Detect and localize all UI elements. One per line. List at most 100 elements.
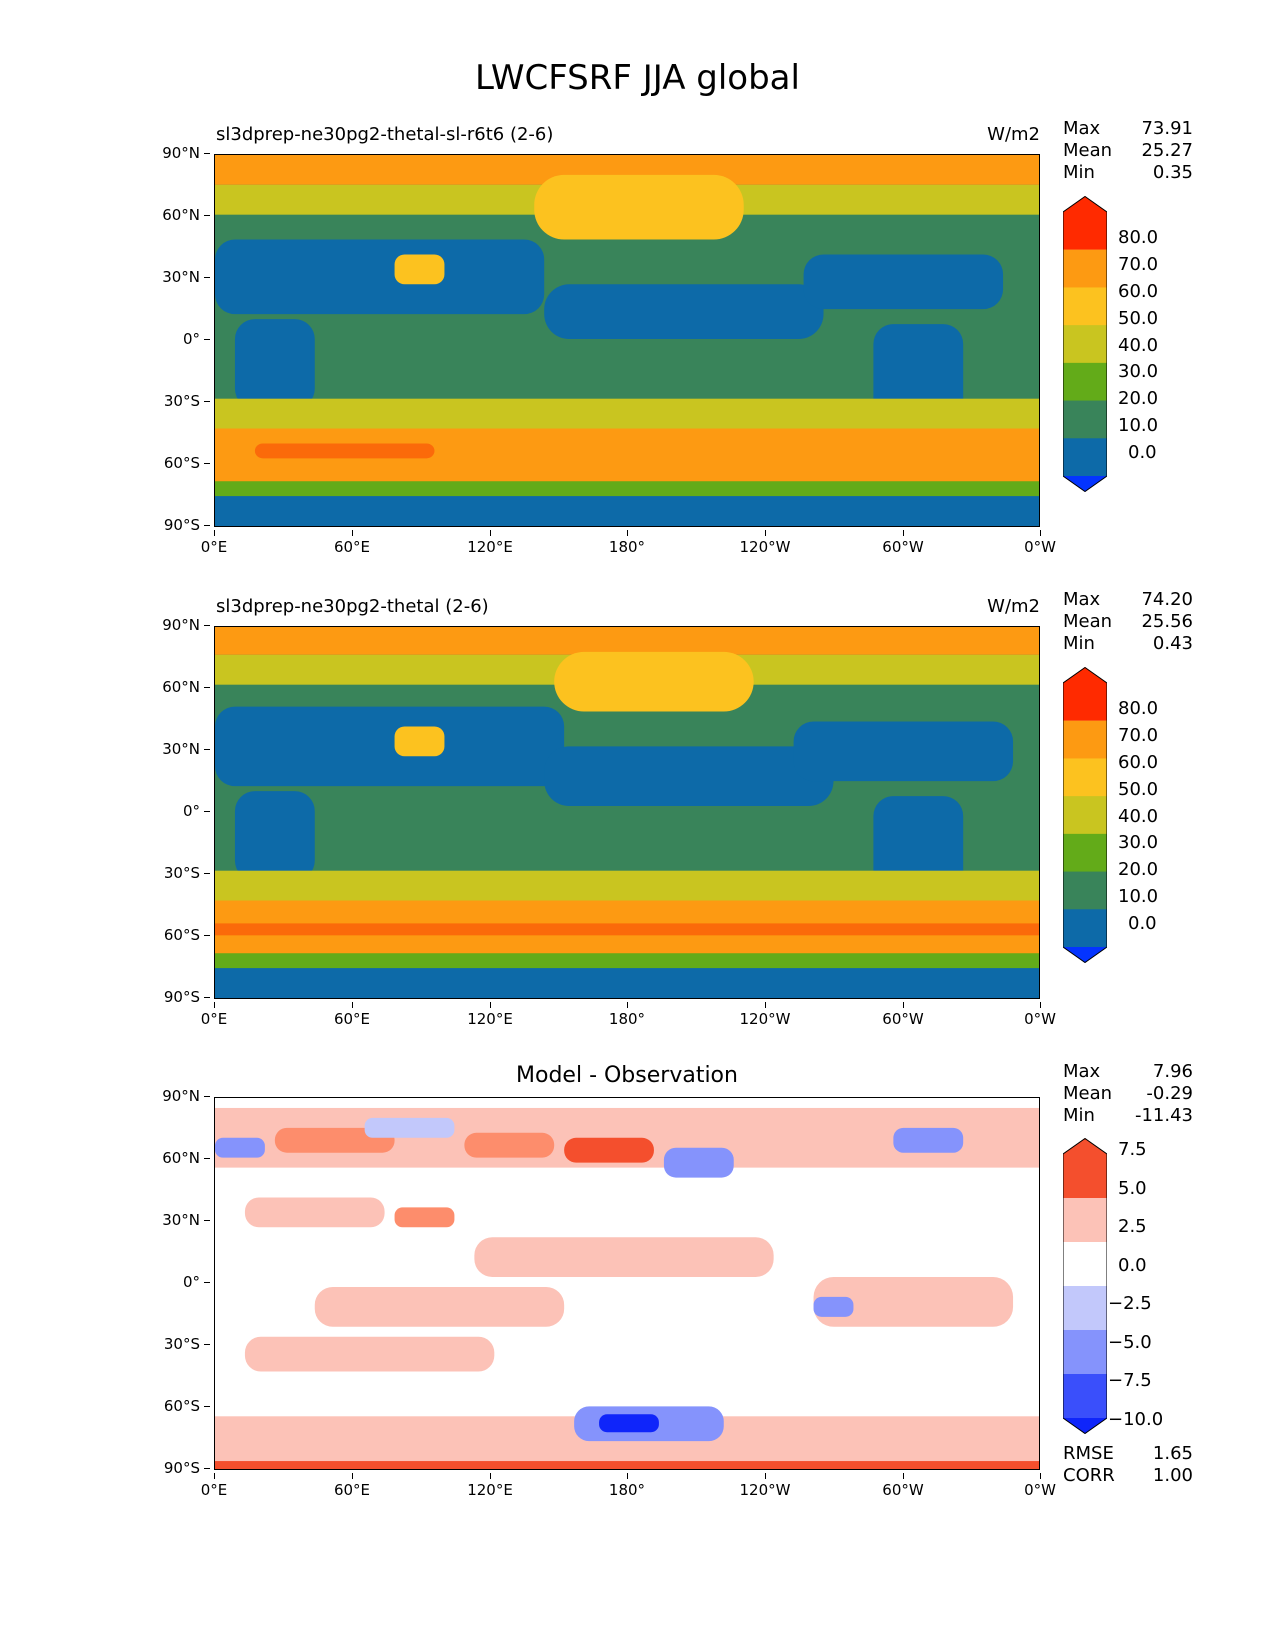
colorbar-label: 60.0 <box>1118 281 1159 302</box>
lon-tick: 120°E <box>455 1473 525 1499</box>
colorbar-extend-max <box>1063 1138 1107 1198</box>
stat-value: 25.27 <box>1141 140 1193 161</box>
colorbar-outline <box>1063 667 1107 963</box>
contour-map <box>214 154 1040 527</box>
colorbar-outline <box>1063 1138 1107 1434</box>
colorbar-segment <box>1063 909 1107 948</box>
lon-tick: 0°W <box>1005 1473 1075 1499</box>
stat-label: Mean <box>1063 140 1113 161</box>
colorbar-label: 70.0 <box>1118 254 1159 275</box>
lat-tick: 30°S <box>140 1335 210 1353</box>
stats-box: Max 74.20 Mean 25.56 Min 0.43 <box>1063 589 1193 655</box>
colorbar-segment <box>1063 871 1107 910</box>
extra-stats-box: RMSE 1.65 CORR 1.00 <box>1063 1443 1193 1487</box>
lat-tick: 90°N <box>140 144 210 162</box>
lon-tick: 180° <box>592 1002 662 1028</box>
stat-value: 25.56 <box>1141 611 1193 632</box>
lat-tick: 0° <box>140 1273 210 1291</box>
lat-tick: 30°S <box>140 864 210 882</box>
lat-tick: 90°N <box>140 616 210 634</box>
colorbar-label: 0.0 <box>1128 913 1157 934</box>
lon-tick: 0°E <box>179 530 249 556</box>
colorbar-extend-min <box>1063 947 1107 963</box>
colorbar-extend-max <box>1063 196 1107 250</box>
colorbar-extend-min <box>1063 476 1107 492</box>
colorbar-label: −5.0 <box>1108 1332 1152 1353</box>
lat-tick: 60°S <box>140 926 210 944</box>
lat-tick: 30°N <box>140 1211 210 1229</box>
colorbar-label: −2.5 <box>1108 1293 1152 1314</box>
colorbar-label: 7.5 <box>1118 1139 1147 1160</box>
stat-value: 0.43 <box>1152 633 1193 654</box>
colorbar-extend-min <box>1063 1418 1107 1434</box>
colorbar-label: 0.0 <box>1128 442 1157 463</box>
stat-value: 73.91 <box>1141 118 1193 139</box>
colorbar-label: 20.0 <box>1118 388 1159 409</box>
lon-tick: 180° <box>592 1473 662 1499</box>
colorbar-label: 2.5 <box>1118 1216 1147 1237</box>
lat-tick: 30°N <box>140 740 210 758</box>
stat-value: -0.29 <box>1146 1083 1193 1104</box>
colorbar-svg <box>1063 196 1107 492</box>
lon-tick: 120°E <box>455 530 525 556</box>
colorbar-label: 50.0 <box>1118 779 1159 800</box>
colorbar-segment <box>1063 249 1107 288</box>
lon-tick: 0°W <box>1005 530 1075 556</box>
lon-tick: 0°W <box>1005 1002 1075 1028</box>
colorbar-segment <box>1063 438 1107 477</box>
lat-tick: 60°N <box>140 1149 210 1167</box>
colorbar-label: 10.0 <box>1118 415 1159 436</box>
lat-tick: 0° <box>140 330 210 348</box>
colorbar-segment <box>1063 833 1107 873</box>
colorbar-outline <box>1063 196 1107 492</box>
contour-map <box>214 626 1040 999</box>
stat-label: Max <box>1063 589 1101 610</box>
colorbar-segment <box>1063 1198 1107 1243</box>
colorbar-label: 40.0 <box>1118 335 1159 356</box>
panel-title: sl3dprep-ne30pg2-thetal-sl-r6t6 (2-6) <box>216 124 554 145</box>
colorbar-label: 80.0 <box>1118 227 1159 248</box>
colorbar-segment <box>1063 362 1107 402</box>
stat-value: 7.96 <box>1152 1061 1193 1082</box>
stats-box: Max 73.91 Mean 25.27 Min 0.35 <box>1063 118 1193 184</box>
colorbar-extend-max <box>1063 667 1107 721</box>
colorbar-segment <box>1063 325 1107 364</box>
colorbar-segment <box>1063 1374 1107 1419</box>
lon-tick: 60°E <box>317 1473 387 1499</box>
colorbar-label: 30.0 <box>1118 361 1159 382</box>
colorbar-label: 0.0 <box>1118 1255 1147 1276</box>
colorbar-segment <box>1063 796 1107 835</box>
lat-tick: 60°N <box>140 678 210 696</box>
lon-tick: 120°W <box>730 1473 800 1499</box>
lat-tick: 30°S <box>140 392 210 410</box>
stat-value: 0.35 <box>1152 162 1193 183</box>
colorbar-label: 5.0 <box>1118 1178 1147 1199</box>
colorbar-label: 80.0 <box>1118 698 1159 719</box>
stat-label: Mean <box>1063 1083 1113 1104</box>
panel-title: Model - Observation <box>516 1063 738 1088</box>
lat-tick: 0° <box>140 802 210 820</box>
lon-tick: 60°E <box>317 1002 387 1028</box>
contour-field <box>215 627 1039 998</box>
colorbar-segment <box>1063 400 1107 439</box>
lat-tick: 30°N <box>140 268 210 286</box>
panel-units: W/m2 <box>987 124 1040 145</box>
colorbar-label: 30.0 <box>1118 832 1159 853</box>
colorbar-segment <box>1063 720 1107 759</box>
colorbar <box>1063 1138 1107 1434</box>
contour-map <box>214 1097 1040 1470</box>
lon-tick: 60°W <box>868 530 938 556</box>
colorbar-label: 70.0 <box>1118 725 1159 746</box>
colorbar-label: 20.0 <box>1118 859 1159 880</box>
figure-title: LWCFSRF JJA global <box>475 58 800 98</box>
colorbar <box>1063 196 1107 492</box>
lon-tick: 120°E <box>455 1002 525 1028</box>
contour-field <box>215 155 1039 526</box>
panel-units: W/m2 <box>987 596 1040 617</box>
colorbar-segment <box>1063 287 1107 326</box>
lon-tick: 0°E <box>179 1002 249 1028</box>
stat-label: CORR <box>1063 1465 1115 1486</box>
stat-label: Min <box>1063 1105 1095 1126</box>
lat-tick: 90°S <box>140 516 210 534</box>
lon-tick: 60°W <box>868 1473 938 1499</box>
